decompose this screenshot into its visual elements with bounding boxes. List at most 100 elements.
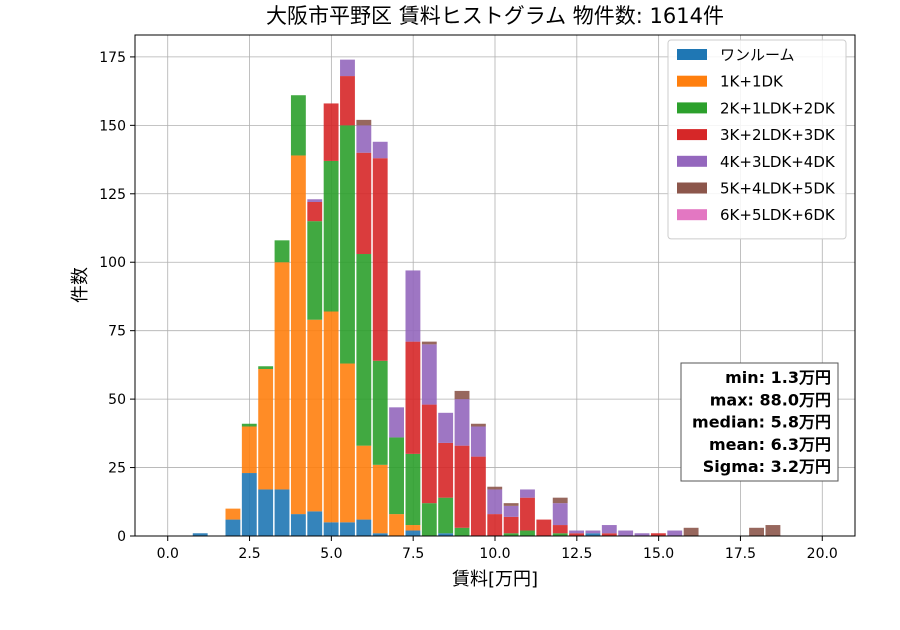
bar-segment <box>552 533 568 536</box>
bar-segment <box>618 530 634 536</box>
bar-segment <box>536 519 552 536</box>
bar-segment <box>438 533 454 536</box>
stats-line: max: 88.0万円 <box>710 390 831 409</box>
bar-segment <box>356 519 372 536</box>
x-axis-label: 賃料[万円] <box>452 569 538 590</box>
bar-segment <box>503 516 519 534</box>
bar-segment <box>421 344 437 405</box>
bar-segment <box>258 369 274 490</box>
bar-segment <box>372 141 388 159</box>
stats-line: mean: 6.3万円 <box>709 435 831 454</box>
legend-swatch <box>677 102 707 114</box>
bar-segment <box>470 456 486 536</box>
bar-segment <box>601 525 617 534</box>
bar-segment <box>323 103 339 161</box>
legend-swatch <box>677 129 707 141</box>
stats-line: min: 1.3万円 <box>725 368 831 387</box>
legend-swatch <box>677 209 707 221</box>
y-axis-label: 件数 <box>70 267 91 303</box>
x-tick-label: 5.0 <box>320 546 342 562</box>
bar-segment <box>585 533 601 536</box>
bar-segment <box>650 533 666 536</box>
bar-segment <box>290 155 306 515</box>
bar-segment <box>634 533 650 536</box>
bar-segment <box>470 426 486 457</box>
bar-segment <box>323 311 339 523</box>
x-tick-label: 20.0 <box>807 546 838 562</box>
bar-segment <box>503 533 519 536</box>
bar-segment <box>405 270 421 342</box>
bar-segment <box>569 533 584 536</box>
bar-segment <box>487 489 503 515</box>
bar-segment <box>290 514 306 536</box>
bar-segment <box>340 363 355 523</box>
bar-segment <box>552 503 568 526</box>
bar-segment <box>340 522 355 536</box>
bar-segment <box>520 497 535 531</box>
bar-segment <box>274 240 290 263</box>
bar-segment <box>503 503 519 506</box>
x-tick-label: 15.0 <box>643 546 674 562</box>
stats-frame <box>680 362 839 482</box>
bar-segment <box>421 503 437 536</box>
legend-label: 5K+4LDK+5DK <box>720 180 836 198</box>
legend-label: 6K+5LDK+6DK <box>720 206 836 224</box>
bar-segment <box>520 530 535 536</box>
bar-segment <box>274 262 290 490</box>
bar-segment <box>487 486 503 490</box>
bar-segment <box>438 497 454 534</box>
bar-segment <box>405 453 421 526</box>
bar-segment <box>405 341 421 454</box>
bar-segment <box>372 464 388 534</box>
legend: ワンルーム 1K+1DK 2K+1LDK+2DK 3K+2LDK+3DK 4K+3LDK… <box>667 39 847 240</box>
bar-segment <box>307 221 323 320</box>
bar-segment <box>749 527 764 536</box>
bar-segment <box>667 530 683 536</box>
bar-segment <box>487 514 503 536</box>
bar-segment <box>405 530 421 536</box>
bar-segment <box>356 119 372 126</box>
bar-segment <box>323 522 339 536</box>
bar-segment <box>601 533 617 536</box>
bar-segment <box>454 399 470 446</box>
x-tick-label: 10.0 <box>479 546 510 562</box>
bar-segment <box>454 390 470 400</box>
legend-label: ワンルーム <box>720 46 795 64</box>
legend-swatch <box>677 49 707 60</box>
legend-box <box>667 39 847 240</box>
y-tick-label: 100 <box>99 255 126 271</box>
bar-segment <box>470 423 486 427</box>
bar-segment <box>503 505 519 517</box>
bar-segment <box>307 202 323 222</box>
x-tick-label: 7.5 <box>402 546 424 562</box>
stats-line: median: 5.8万円 <box>692 413 831 432</box>
bar-segment <box>765 525 781 536</box>
legend-label: 2K+1LDK+2DK <box>720 99 836 117</box>
x-tick-label: 17.5 <box>725 546 756 562</box>
bar-segment <box>323 160 339 312</box>
y-tick-label: 150 <box>99 118 126 134</box>
bar-segment <box>290 95 306 156</box>
bar-segment <box>421 341 437 345</box>
legend-swatch <box>677 182 707 194</box>
x-axis-ticks: 0.0 2.5 5.0 7.5 10.0 12.5 15.0 17.5 20.0 <box>157 536 838 562</box>
bar-segment <box>356 445 372 520</box>
stats-line: Sigma: 3.2万円 <box>703 457 831 476</box>
x-tick-label: 2.5 <box>238 546 260 562</box>
bar-segment <box>454 527 470 536</box>
stats-box: min: 1.3万円 max: 88.0万円 median: 5.8万円 mean: … <box>680 362 839 482</box>
y-axis-ticks: 0 25 50 75 100 125 150 175 <box>99 50 135 545</box>
legend-swatch <box>677 155 707 167</box>
bar-segment <box>372 533 388 536</box>
x-tick-label: 12.5 <box>561 546 592 562</box>
chart-title: 大阪市平野区 賃料ヒストグラム 物件数: 1614件 <box>266 4 724 28</box>
bar-segment <box>552 525 568 534</box>
bar-segment <box>454 445 470 528</box>
bar-segment <box>520 489 535 498</box>
bar-segment <box>569 530 584 534</box>
bar-segment <box>274 489 290 536</box>
bar-segment <box>241 423 257 427</box>
y-tick-label: 0 <box>117 529 126 545</box>
bar-segment <box>192 533 208 536</box>
bar-segment <box>356 125 372 153</box>
